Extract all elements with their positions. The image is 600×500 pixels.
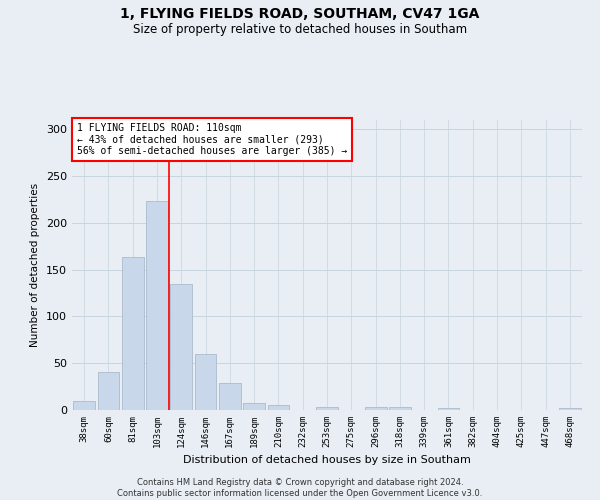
Bar [243, 402, 265, 410]
Text: Contains HM Land Registry data © Crown copyright and database right 2024.
Contai: Contains HM Land Registry data © Crown c… [118, 478, 482, 498]
Bar [97, 372, 119, 410]
Bar [122, 256, 143, 410]
Text: Size of property relative to detached houses in Southam: Size of property relative to detached ho… [133, 22, 467, 36]
Bar [268, 406, 289, 410]
Bar [194, 354, 217, 410]
X-axis label: Distribution of detached houses by size in Southam: Distribution of detached houses by size … [183, 456, 471, 466]
Bar [389, 407, 411, 410]
Bar [219, 383, 241, 410]
Bar [559, 408, 581, 410]
Y-axis label: Number of detached properties: Number of detached properties [31, 183, 40, 347]
Bar [316, 407, 338, 410]
Bar [170, 284, 192, 410]
Bar [437, 408, 460, 410]
Text: 1, FLYING FIELDS ROAD, SOUTHAM, CV47 1GA: 1, FLYING FIELDS ROAD, SOUTHAM, CV47 1GA [121, 8, 479, 22]
Text: 1 FLYING FIELDS ROAD: 110sqm
← 43% of detached houses are smaller (293)
56% of s: 1 FLYING FIELDS ROAD: 110sqm ← 43% of de… [77, 123, 347, 156]
Bar [365, 407, 386, 410]
Bar [73, 400, 95, 410]
Bar [146, 202, 168, 410]
